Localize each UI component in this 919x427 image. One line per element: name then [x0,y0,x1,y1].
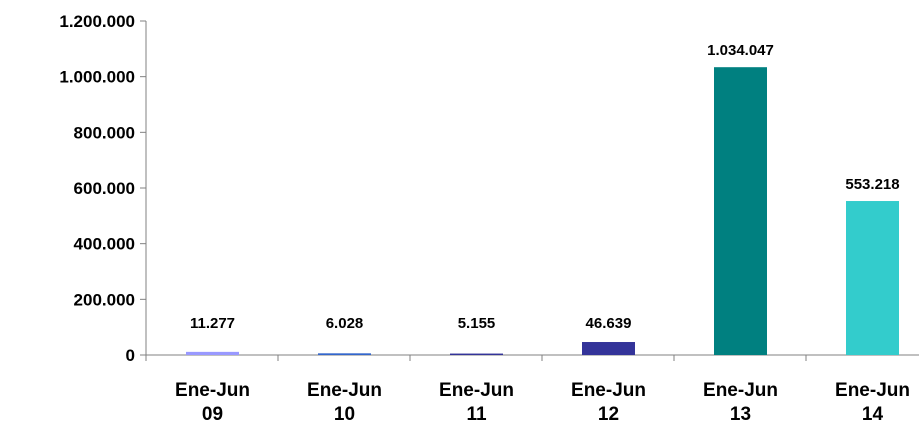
bar [318,353,371,355]
y-tick-label: 600.000 [74,179,135,198]
bar [582,342,635,355]
x-category-label: Ene-Jun [175,380,250,401]
x-category-label: Ene-Jun [703,380,778,401]
bar [186,351,239,355]
x-category-label: 12 [598,404,619,425]
data-label: 553.218 [845,176,899,193]
bar [714,67,767,356]
x-category-label: Ene-Jun [571,380,646,401]
y-tick-label: 0 [126,346,135,365]
bar [846,201,899,355]
bars [186,67,899,356]
x-category-label: 09 [202,404,223,425]
x-category-label: 11 [466,404,487,425]
y-tick-label: 800.000 [74,123,135,142]
bar [450,353,503,355]
data-label: 6.028 [326,315,364,332]
x-category-label: Ene-Jun [835,380,910,401]
x-category-label: Ene-Jun [439,380,514,401]
data-label: 46.639 [586,315,632,332]
data-label: 1.034.047 [707,42,774,59]
x-category-label: 13 [730,404,751,425]
labels: 11.277 Ene-Jun 09 6.028 Ene-Jun 10 5.155 Ene-Ju… [175,42,910,425]
y-tick-label: 1.200.000 [59,12,135,31]
y-tick-label: 200.000 [74,290,135,309]
y-tick-label: 400.000 [74,235,135,254]
data-label: 5.155 [458,315,496,332]
x-category-label: 14 [862,404,884,425]
axes: 0 200.000 400.000 600.000 800.000 1.000.000 1.… [59,12,919,365]
x-category-label: 10 [334,404,355,425]
y-tick-label: 1.000.000 [59,68,135,87]
x-category-label: Ene-Jun [307,380,382,401]
data-label: 11.277 [190,315,235,332]
